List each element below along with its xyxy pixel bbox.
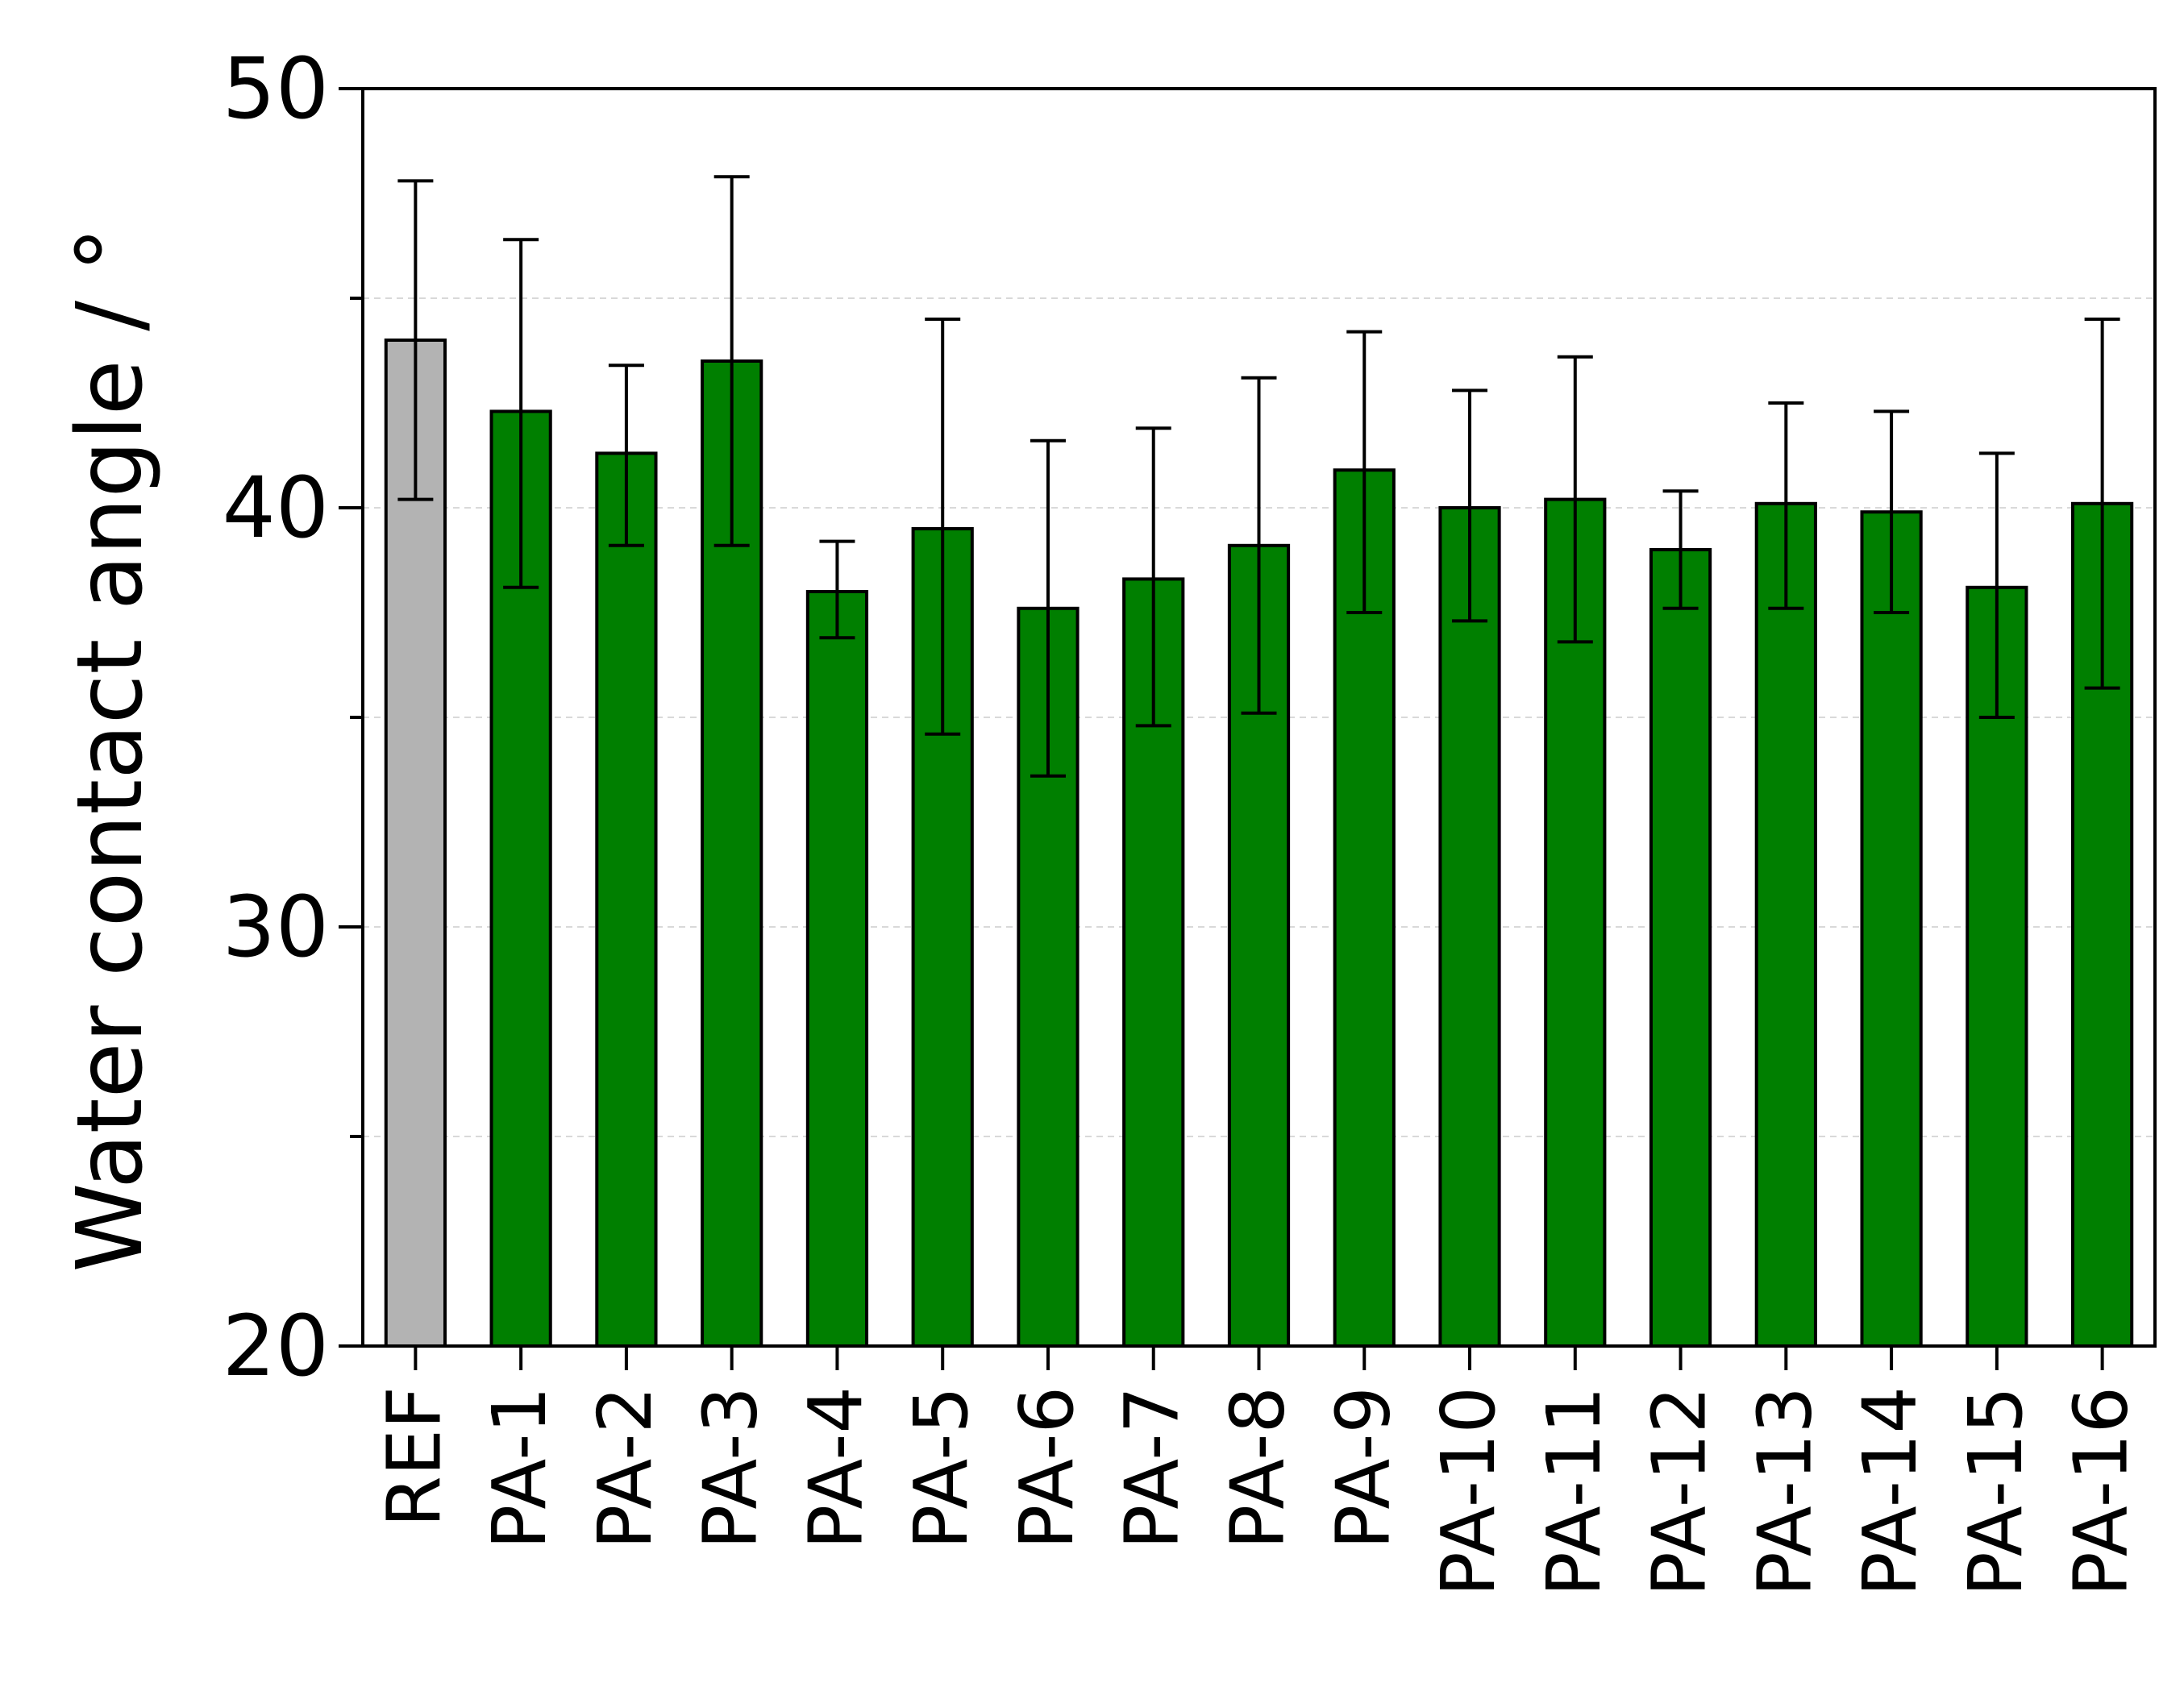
x-tick-label-pa-10: PA-10: [1425, 1386, 1512, 1597]
x-tick-label-pa-13: PA-13: [1741, 1386, 1828, 1597]
bar-pa-2: [595, 451, 658, 1348]
bar-pa-12: [1649, 548, 1712, 1348]
x-tick-label-pa-14: PA-14: [1847, 1386, 1933, 1597]
x-tick-label-pa-6: PA-6: [1004, 1386, 1090, 1549]
y-axis-ticks: 20 30 40 50: [223, 39, 363, 1395]
x-tick-label-pa-11: PA-11: [1531, 1386, 1617, 1597]
x-tick-label-pa-15: PA-15: [1953, 1386, 2039, 1597]
x-axis-ticks: REF PA-1 PA-2 PA-3 PA-4 PA-5 PA-6 PA-7 PA-8 PA-9 P…: [371, 1346, 2144, 1597]
x-tick-label-pa-9: PA-9: [1320, 1386, 1406, 1549]
x-tick-label-pa-3: PA-3: [688, 1386, 774, 1549]
bar-pa-4: [805, 590, 869, 1348]
y-tick-label: 50: [223, 39, 329, 138]
y-tick-label: 20: [223, 1297, 329, 1395]
x-tick-label-pa-4: PA-4: [792, 1386, 879, 1549]
x-tick-label-pa-16: PA-16: [2058, 1386, 2144, 1597]
y-tick-label: 40: [223, 459, 329, 557]
bar-pa-13: [1754, 501, 1817, 1348]
bar-ref: [384, 339, 447, 1348]
x-tick-label-pa-2: PA-2: [582, 1386, 668, 1549]
error-bars: [397, 175, 2120, 778]
x-tick-label-pa-7: PA-7: [1109, 1386, 1196, 1549]
x-tick-label-pa-1: PA-1: [476, 1386, 563, 1549]
y-axis-label: Water contact angle / °: [58, 226, 163, 1272]
bar-pa-9: [1333, 468, 1396, 1348]
bar-pa-14: [1860, 510, 1923, 1348]
x-tick-label-pa-5: PA-5: [898, 1386, 984, 1549]
x-tick-label-pa-8: PA-8: [1215, 1386, 1301, 1549]
bar-pa-10: [1438, 506, 1501, 1348]
x-tick-label-pa-12: PA-12: [1637, 1386, 1723, 1597]
y-tick-label: 30: [223, 878, 329, 976]
bars: [384, 339, 2134, 1348]
x-tick-label-ref: REF: [371, 1386, 457, 1527]
